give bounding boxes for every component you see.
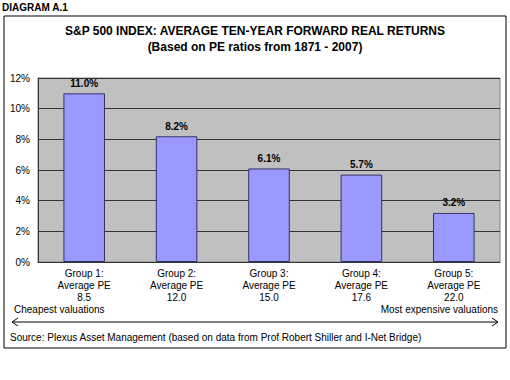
svg-text:Group 2:: Group 2: <box>157 268 196 279</box>
svg-text:8.2%: 8.2% <box>165 121 188 132</box>
svg-text:Group 4:: Group 4: <box>342 268 381 279</box>
svg-text:Average PE: Average PE <box>242 280 296 291</box>
svg-text:(Based on PE ratios from 1871: (Based on PE ratios from 1871 - 2007) <box>148 40 363 54</box>
svg-text:22.0: 22.0 <box>444 292 464 303</box>
svg-text:6%: 6% <box>16 165 31 176</box>
svg-text:Source: Plexus Asset Managemen: Source: Plexus Asset Management (based o… <box>10 332 421 343</box>
svg-text:15.0: 15.0 <box>259 292 279 303</box>
svg-text:Group 5:: Group 5: <box>434 268 473 279</box>
svg-text:DIAGRAM A.1: DIAGRAM A.1 <box>2 2 68 13</box>
svg-text:8.5: 8.5 <box>77 292 91 303</box>
svg-text:8%: 8% <box>16 134 31 145</box>
svg-text:10%: 10% <box>10 103 30 114</box>
svg-text:2%: 2% <box>16 226 31 237</box>
svg-text:12.0: 12.0 <box>167 292 187 303</box>
svg-text:Group 1:: Group 1: <box>65 268 104 279</box>
svg-text:Average PE: Average PE <box>150 280 204 291</box>
svg-text:Most expensive valuations: Most expensive valuations <box>381 304 498 315</box>
svg-text:Cheapest valuations: Cheapest valuations <box>14 304 105 315</box>
svg-text:5.7%: 5.7% <box>350 159 373 170</box>
svg-text:4%: 4% <box>16 195 31 206</box>
svg-text:Average PE: Average PE <box>335 280 389 291</box>
svg-text:0%: 0% <box>16 257 31 268</box>
svg-text:Average PE: Average PE <box>58 280 112 291</box>
svg-text:S&P 500 INDEX: AVERAGE TEN-YEA: S&P 500 INDEX: AVERAGE TEN-YEAR FORWARD … <box>65 24 445 38</box>
svg-text:Average PE: Average PE <box>427 280 481 291</box>
svg-text:17.6: 17.6 <box>352 292 372 303</box>
svg-text:12%: 12% <box>10 73 30 84</box>
svg-text:3.2%: 3.2% <box>442 197 465 208</box>
svg-text:6.1%: 6.1% <box>258 153 281 164</box>
svg-text:Group 3:: Group 3: <box>250 268 289 279</box>
svg-text:11.0%: 11.0% <box>70 78 98 89</box>
